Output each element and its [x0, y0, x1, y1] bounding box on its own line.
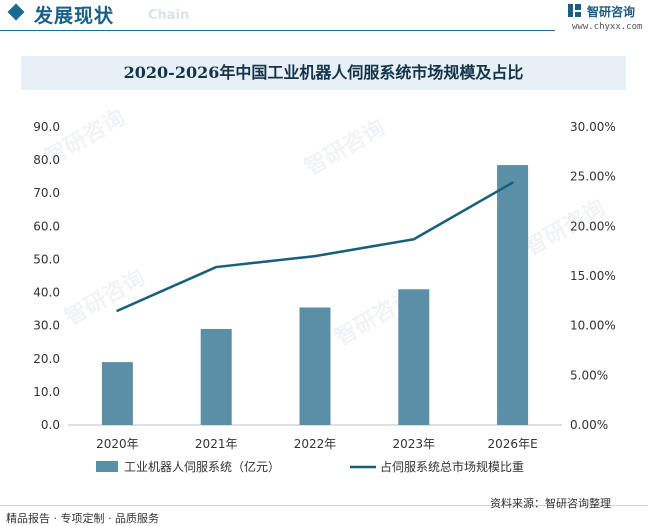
y-right-tick-label: 15.00% — [570, 269, 616, 283]
section-title: 发展现状 — [34, 5, 115, 27]
y-left-tick-label: 80.0 — [33, 153, 60, 167]
y-left-tick-label: 60.0 — [33, 219, 60, 233]
brand-url: www.chyxx.com — [572, 22, 643, 32]
x-tick-label: 2026年E — [488, 437, 538, 451]
chart-title-bar: 2020-2026年中国工业机器人伺服系统市场规模及占比 — [21, 56, 626, 90]
data-source: 资料来源：智研咨询整理 — [490, 497, 611, 510]
line-point — [412, 238, 415, 241]
header-divider — [0, 30, 555, 31]
line-point — [116, 309, 119, 312]
y-right-tick-label: 20.00% — [570, 219, 616, 233]
y-left-tick-label: 0.0 — [41, 418, 60, 432]
y-left-tick-label: 50.0 — [33, 252, 60, 266]
x-tick-label: 2023年 — [393, 437, 436, 451]
brand-logo-icon — [568, 4, 581, 17]
y-left-tick-label: 70.0 — [33, 186, 60, 200]
bar — [200, 328, 232, 425]
x-tick-label: 2020年 — [96, 437, 139, 451]
share-line — [116, 181, 514, 312]
y-right-tick-label: 30.00% — [570, 120, 616, 134]
chart-title: 2020-2026年中国工业机器人伺服系统市场规模及占比 — [123, 63, 524, 82]
line-point — [313, 254, 317, 258]
footer-divider — [0, 505, 648, 506]
section-title-en: Chain — [148, 8, 190, 23]
y-left-tick-label: 10.0 — [33, 385, 60, 399]
x-tick-label: 2021年 — [195, 437, 238, 451]
bar — [398, 289, 430, 425]
bar — [497, 165, 529, 426]
line-point — [511, 181, 514, 184]
x-tick-label: 2022年 — [294, 437, 337, 451]
bar — [299, 307, 331, 425]
legend-bar-label: 工业机器人伺服系统（亿元） — [124, 459, 280, 474]
y-right-tick-label: 10.00% — [570, 319, 616, 333]
y-left-tick-label: 90.0 — [33, 120, 60, 134]
y-right-tick-label: 5.00% — [570, 368, 608, 382]
brand-name: 智研咨询 — [587, 5, 636, 19]
y-right-tick-label: 25.00% — [570, 170, 616, 184]
y-left-tick-label: 20.0 — [33, 352, 60, 366]
y-left-tick-label: 40.0 — [33, 286, 60, 300]
legend-bar-swatch — [96, 461, 118, 472]
legend-line-label: 占伺服系统总市场规模比重 — [380, 459, 524, 474]
y-right-tick-label: 0.00% — [570, 418, 608, 432]
bar — [101, 362, 133, 425]
combo-chart: 0.0 10.0 20.0 30.0 40.0 50.0 60.0 70.0 80.0 90.0 0… — [33, 120, 616, 474]
line-point — [215, 265, 218, 269]
footer-tagline: 精品报告 · 专项定制 · 品质服务 — [6, 512, 159, 525]
y-left-tick-label: 30.0 — [33, 319, 60, 333]
section-header: 发展现状 Chain 智研咨询 www.chyxx.com — [0, 0, 648, 44]
